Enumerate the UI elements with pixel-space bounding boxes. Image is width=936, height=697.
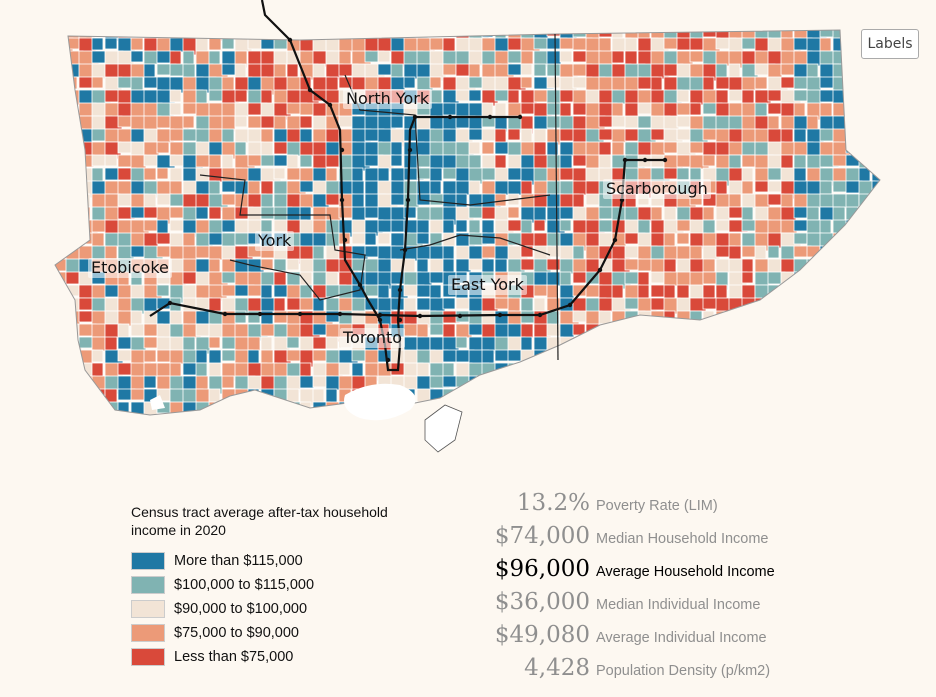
- stat-label: Median Individual Income: [596, 597, 761, 613]
- stat-population-density[interactable]: 4,428 Population Density (p/km2): [470, 655, 930, 688]
- legend-label: Less than $75,000: [174, 649, 294, 665]
- map-canvas[interactable]: [0, 0, 936, 480]
- statistics-selector: 13.2% Poverty Rate (LIM) $74,000 Median …: [470, 490, 930, 688]
- legend-item: Less than $75,000: [131, 645, 461, 669]
- label-east-york: East York: [448, 275, 527, 295]
- stat-value: $49,080: [494, 622, 590, 648]
- stat-label: Average Household Income: [596, 564, 775, 580]
- stat-median-individual-income[interactable]: $36,000 Median Individual Income: [470, 589, 930, 622]
- stat-value: 4,428: [524, 655, 590, 681]
- stat-value: $74,000: [494, 523, 590, 549]
- legend-item: $100,000 to $115,000: [131, 573, 461, 597]
- legend-swatch: [131, 576, 165, 594]
- stat-value: $36,000: [494, 589, 590, 615]
- legend-swatch: [131, 552, 165, 570]
- district-boundaries: [199, 33, 559, 361]
- legend-swatch: [131, 648, 165, 666]
- stat-value: 13.2%: [516, 490, 590, 516]
- legend-swatch: [131, 624, 165, 642]
- stat-label: Poverty Rate (LIM): [596, 498, 718, 514]
- legend-label: $75,000 to $90,000: [174, 625, 299, 641]
- city-boundary: [54, 29, 881, 416]
- stat-median-household-income[interactable]: $74,000 Median Household Income: [470, 523, 930, 556]
- legend: Census tract average after-tax household…: [131, 503, 461, 669]
- legend-title: Census tract average after-tax household…: [131, 504, 388, 538]
- subway-stations: [167, 37, 668, 363]
- stat-average-individual-income[interactable]: $49,080 Average Individual Income: [470, 622, 930, 655]
- legend-item: More than $115,000: [131, 549, 461, 573]
- legend-label: More than $115,000: [174, 553, 303, 569]
- legend-item: $90,000 to $100,000: [131, 597, 461, 621]
- stat-value: $96,000: [494, 556, 590, 582]
- label-north-york: North York: [343, 89, 433, 109]
- label-toronto: Toronto: [340, 328, 406, 348]
- stat-label: Population Density (p/km2): [596, 663, 771, 679]
- label-etobicoke: Etobicoke: [88, 258, 172, 278]
- legend-label: $100,000 to $115,000: [174, 577, 315, 593]
- stat-average-household-income[interactable]: $96,000 Average Household Income: [470, 556, 930, 589]
- legend-swatch: [131, 600, 165, 618]
- label-york: York: [255, 231, 295, 251]
- income-choropleth-map[interactable]: North York Scarborough York Etobicoke Ea…: [0, 0, 936, 480]
- stat-label: Average Individual Income: [596, 630, 767, 646]
- legend-label: $90,000 to $100,000: [174, 601, 308, 617]
- stat-label: Median Household Income: [596, 531, 769, 547]
- legend-item: $75,000 to $90,000: [131, 621, 461, 645]
- stat-poverty-rate[interactable]: 13.2% Poverty Rate (LIM): [470, 490, 930, 523]
- lake-shore-water: [150, 383, 463, 453]
- label-scarborough: Scarborough: [603, 179, 711, 199]
- labels-toggle-button[interactable]: Labels: [861, 29, 919, 59]
- census-tracts[interactable]: [40, 25, 905, 446]
